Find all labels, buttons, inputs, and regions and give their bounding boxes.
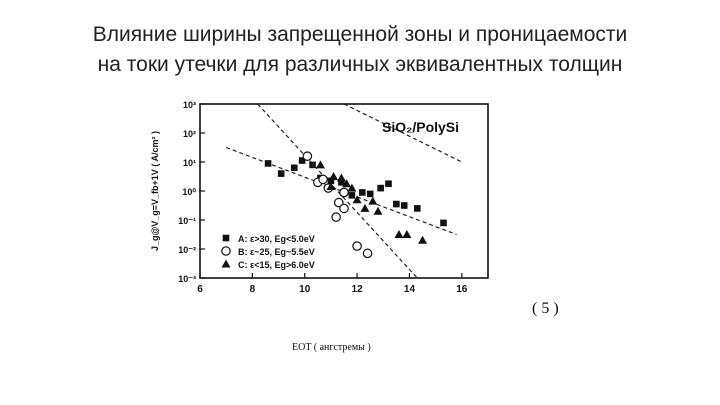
y-tick-label-3: 10⁰: [182, 187, 196, 197]
series-circle-point-4: [333, 197, 344, 208]
series-square-point-2: [290, 164, 298, 172]
series-circle-point-0: [302, 151, 313, 161]
series-square-point-9: [359, 189, 366, 196]
slide-title-line-1: Влияние ширины запрещенной зоны и прониц…: [92, 23, 628, 46]
series-square-point-4: [309, 161, 316, 169]
series-triangle-point-8: [394, 230, 404, 238]
chart-title: SiO₂/PolySi: [382, 119, 459, 135]
figure-number: ( 5 ): [532, 300, 559, 317]
x-tick-label-14: 14: [404, 284, 416, 295]
series-triangle-point-6: [360, 203, 370, 212]
legend-label-circle: B: ε~25, Eg~5.5eV: [238, 247, 315, 257]
series-circle-point-8: [362, 248, 373, 259]
trend-line-1: [225, 146, 457, 236]
series-square-point-10: [366, 190, 374, 198]
slide-title-line-2: на токи утечки для различных эквивалентн…: [97, 53, 623, 76]
series-square-point-15: [414, 205, 421, 212]
series-square-point-3: [298, 157, 306, 164]
x-tick-label-12: 12: [352, 284, 364, 295]
series-triangle-point-5: [352, 195, 362, 204]
x-axis-caption: EOT ( ангстремы ): [292, 342, 371, 353]
series-triangle-point-7: [368, 196, 378, 205]
y-tick-label-4: 10¹: [183, 158, 196, 168]
legend-marker-circle: [221, 246, 231, 256]
x-tick-label-8: 8: [250, 284, 256, 295]
y-tick-label-2: 10⁻¹: [178, 216, 196, 226]
series-circle-point-9: [339, 187, 349, 198]
series-square-point-11: [377, 184, 384, 192]
series-triangle-point-3: [342, 179, 352, 188]
series-triangle-point-1: [329, 172, 339, 180]
y-tick-label-1: 10⁻²: [178, 245, 196, 255]
legend-label-square: A: ε>30, Eg<5.0eV: [238, 234, 315, 244]
y-tick-label-6: 10³: [183, 100, 196, 110]
x-tick-label-6: 6: [197, 284, 203, 295]
series-square-point-8: [348, 192, 356, 199]
series-triangle-point-10: [418, 235, 428, 244]
series-square-point-7: [338, 179, 345, 186]
trend-line-2: [257, 104, 418, 278]
series-circle-point-5: [339, 203, 349, 214]
plot-area: 6 8 10 12 14 16 10⁻³ 10⁻² 10⁻¹ 10⁰ 10¹ 10² 10³ J_g@V_…: [150, 100, 489, 295]
legend-marker-square: [222, 234, 230, 242]
series-square-point-12: [385, 180, 392, 188]
series-triangle-point-11: [347, 183, 357, 192]
series-square-point-16: [440, 219, 447, 227]
series-square-point-1: [277, 170, 285, 177]
legend-marker-triangle: [221, 259, 231, 268]
series-triangle-point-2: [336, 173, 346, 182]
series-square-point-14: [400, 202, 408, 209]
x-tick-label-10: 10: [299, 284, 311, 295]
y-axis-label: J_g@V_g=V_fb+1V ( A/cm² ): [150, 131, 160, 251]
series-circle-point-6: [331, 212, 341, 222]
series-triangle-point-4: [326, 182, 336, 191]
series-triangle-point-12: [373, 206, 383, 215]
y-tick-label-5: 10²: [183, 129, 196, 139]
y-tick-label-0: 10⁻³: [178, 274, 196, 284]
series-square-point-6: [327, 177, 335, 185]
trend-line-3: [343, 104, 463, 163]
series-square-point-13: [393, 200, 400, 208]
slide-title: Влияние ширины запрещенной зоны и прониц…: [0, 20, 720, 80]
series-circle-point-7: [352, 241, 362, 251]
series-circle-point-2: [318, 174, 328, 185]
legend-label-triangle: C: ε<15, Eg>6.0eV: [238, 260, 315, 270]
series-triangle-point-0: [315, 160, 325, 169]
series-square-point-0: [264, 160, 272, 167]
x-tick-label-16: 16: [456, 284, 468, 295]
series-triangle-point-9: [402, 230, 412, 238]
